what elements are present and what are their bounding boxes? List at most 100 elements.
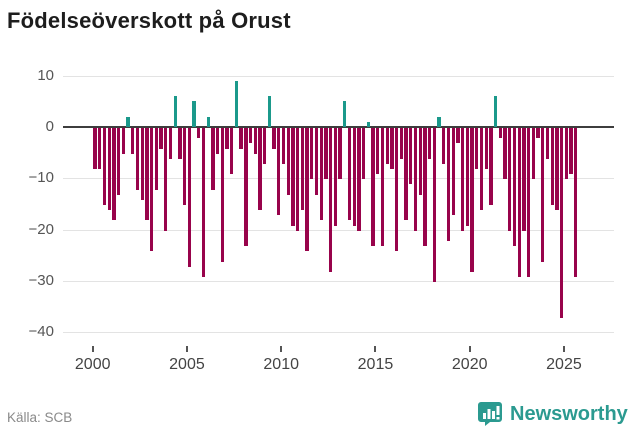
bar-2020Q3 [479,128,484,211]
bar-2003Q4 [164,128,168,231]
bar-2017Q4 [427,128,432,159]
gridline [63,332,614,334]
bar-2015Q4 [390,128,394,170]
bar-2003Q3 [159,128,163,149]
bar-2004Q4 [182,128,187,206]
bar-2002Q1 [131,128,135,154]
bar-2013Q1 [338,128,342,180]
bar-2013Q3 [347,128,352,221]
bar-2022Q2 [512,128,517,247]
bar-2012Q1 [319,128,323,221]
newsworthy-brand-link[interactable]: Newsworthy [477,401,628,427]
bar-2004Q3 [178,128,182,159]
bar-2021Q2 [493,96,498,127]
bar-2008Q4 [258,128,262,211]
bar-2011Q4 [314,128,319,195]
x-axis-tick [185,346,188,352]
bar-2008Q3 [253,128,257,154]
bar-2015Q2 [380,128,385,247]
bar-2019Q4 [465,128,469,226]
bar-2023Q4 [541,128,545,262]
zero-line [63,126,614,128]
bar-2003Q2 [154,128,158,190]
x-axis-tick [280,346,283,352]
bar-2011Q1 [300,128,305,211]
bar-2008Q1 [244,128,248,247]
bar-2003Q1 [149,128,154,252]
chart-title: Födelseöverskott på Orust [7,8,291,33]
y-axis-tick-label: 0 [45,118,54,135]
x-axis-tick [562,346,565,352]
bar-2010Q4 [296,128,300,231]
bar-2018Q2 [437,116,441,127]
bar-2018Q4 [446,128,451,241]
bar-2019Q3 [460,128,465,231]
bar-2018Q3 [442,128,446,164]
bar-2001Q2 [116,128,121,195]
bar-2021Q1 [489,128,493,206]
bar-2017Q3 [423,128,427,247]
newsworthy-logo-icon [477,401,503,427]
bar-2005Q2 [192,101,196,127]
bar-2019Q2 [456,128,460,144]
bar-2001Q1 [112,128,116,221]
bar-2005Q4 [201,128,206,277]
bar-2016Q3 [404,128,408,221]
bar-2016Q2 [399,128,404,159]
bar-2009Q1 [263,128,267,164]
bar-2000Q2 [98,128,102,170]
bar-2011Q2 [305,128,309,252]
bar-2012Q4 [333,128,338,226]
bar-2006Q3 [215,128,220,154]
bar-2024Q4 [559,128,564,318]
bar-2014Q4 [371,128,375,247]
bar-2009Q3 [272,128,276,149]
bar-2024Q2 [550,128,554,206]
y-axis-tick-label: −10 [28,169,54,187]
bar-2007Q4 [239,128,243,149]
bar-2014Q2 [362,128,366,180]
bar-2025Q2 [569,128,573,175]
source-note: Källa: SCB [7,410,73,425]
y-axis-tick-label: −40 [28,323,54,341]
gridline [63,229,614,231]
bar-2020Q2 [475,128,479,170]
bar-2001Q3 [121,128,125,154]
bar-2004Q1 [168,128,173,159]
bar-2018Q1 [432,128,436,283]
bar-2021Q3 [498,128,502,139]
x-axis-tick-label: 2025 [546,356,582,373]
gridline [63,281,614,283]
bar-2014Q1 [357,128,361,231]
bar-2025Q3 [574,128,578,277]
x-axis-tick [374,346,377,352]
x-axis-tick-label: 2015 [357,356,394,373]
bar-2002Q4 [145,128,149,221]
bar-2006Q2 [211,128,215,190]
x-axis-tick-label: 2000 [74,356,111,373]
bar-2004Q2 [173,96,177,127]
bar-2002Q3 [140,128,144,200]
gridline [63,75,614,77]
bar-2009Q4 [277,128,281,216]
bar-2016Q4 [409,128,413,185]
bar-2006Q1 [206,116,210,127]
bar-2014Q3 [366,121,371,127]
bar-2010Q2 [286,128,290,195]
x-axis-tick-label: 2020 [451,356,488,373]
bar-2016Q1 [395,128,399,252]
bar-2022Q3 [517,128,521,277]
bar-2010Q3 [291,128,295,226]
bar-2007Q1 [225,128,229,149]
bar-2020Q4 [484,128,488,170]
bar-2000Q1 [93,128,97,170]
bar-2015Q1 [376,128,380,175]
bar-2009Q2 [267,96,272,127]
bar-2011Q3 [310,128,314,180]
bar-2010Q1 [281,128,286,164]
newsworthy-brand-name: Newsworthy [510,402,628,425]
bar-2020Q1 [470,128,474,272]
bar-2015Q3 [385,128,389,164]
bar-2019Q1 [451,128,455,216]
